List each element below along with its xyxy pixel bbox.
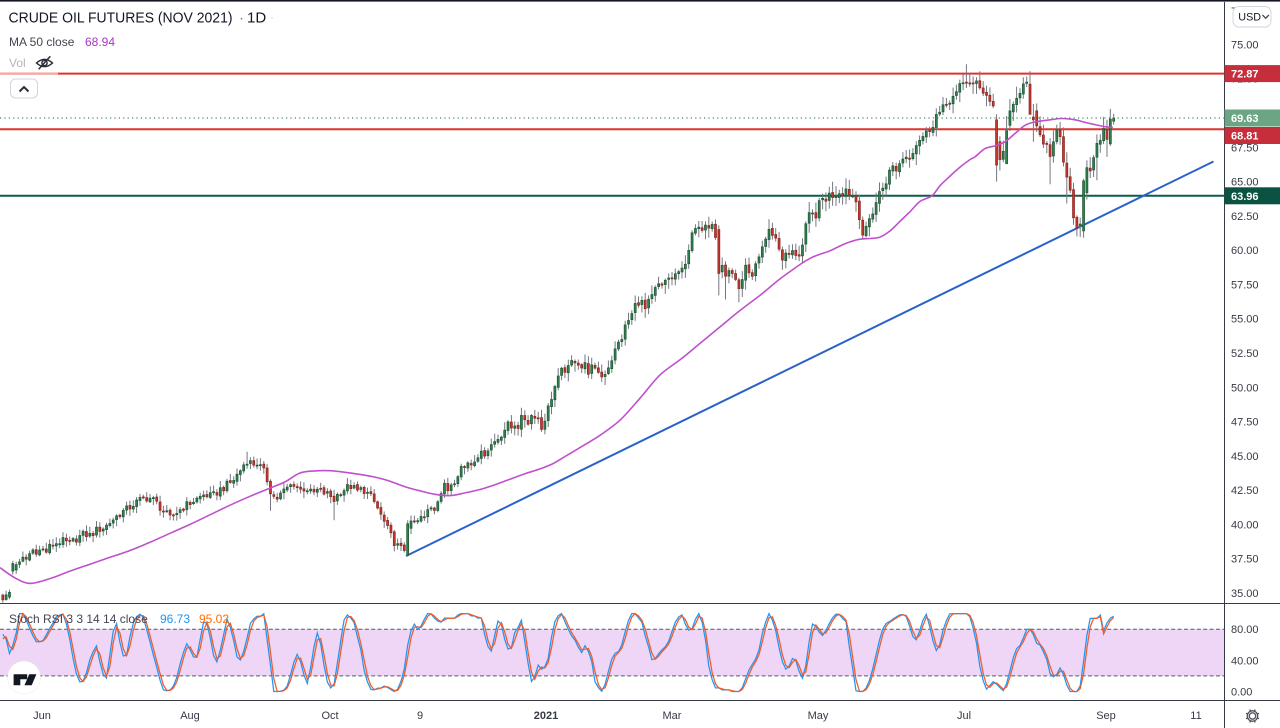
svg-text:0.00: 0.00 — [1231, 687, 1252, 699]
svg-text:42.50: 42.50 — [1231, 485, 1259, 497]
svg-text:Jun: Jun — [33, 710, 51, 722]
svg-text:62.50: 62.50 — [1231, 211, 1259, 223]
svg-text:USD: USD — [1238, 11, 1261, 23]
svg-text:45.00: 45.00 — [1231, 451, 1259, 463]
svg-text:40.00: 40.00 — [1231, 519, 1259, 531]
svg-text:68.94: 68.94 — [85, 35, 115, 49]
svg-text:Aug: Aug — [180, 710, 200, 722]
svg-text:96.73: 96.73 — [160, 612, 190, 626]
svg-text:Sep: Sep — [1096, 710, 1116, 722]
svg-text:MA 50 close: MA 50 close — [9, 35, 75, 49]
svg-text:·: · — [270, 10, 274, 24]
svg-text:Vol: Vol — [9, 56, 26, 70]
svg-text:75.00: 75.00 — [1231, 39, 1259, 51]
svg-text:9: 9 — [417, 710, 423, 722]
svg-text:52.50: 52.50 — [1231, 348, 1259, 360]
svg-text:35.00: 35.00 — [1231, 588, 1259, 600]
svg-text:65.00: 65.00 — [1231, 177, 1259, 189]
svg-text:50.00: 50.00 — [1231, 382, 1259, 394]
svg-text:40.00: 40.00 — [1231, 655, 1259, 667]
svg-text:Mar: Mar — [663, 710, 682, 722]
svg-text:80.00: 80.00 — [1231, 624, 1259, 636]
svg-text:57.50: 57.50 — [1231, 279, 1259, 291]
svg-text:72.87: 72.87 — [1231, 69, 1259, 81]
svg-text:CRUDE OIL FUTURES (NOV 2021): CRUDE OIL FUTURES (NOV 2021) — [9, 10, 233, 27]
svg-text:95.02: 95.02 — [199, 612, 229, 626]
svg-text:69.63: 69.63 — [1231, 113, 1259, 125]
svg-text:Oct: Oct — [321, 710, 338, 722]
svg-text:Stoch RSI 3 3 14 14 close: Stoch RSI 3 3 14 14 close — [9, 612, 148, 626]
svg-text:67.50: 67.50 — [1231, 142, 1259, 154]
svg-text:·: · — [239, 10, 244, 27]
svg-text:May: May — [808, 710, 829, 722]
svg-text:63.96: 63.96 — [1231, 191, 1259, 203]
svg-text:Jul: Jul — [957, 710, 971, 722]
svg-text:1D: 1D — [247, 10, 266, 27]
svg-text:55.00: 55.00 — [1231, 314, 1259, 326]
svg-text:60.00: 60.00 — [1231, 245, 1259, 257]
svg-text:37.50: 37.50 — [1231, 554, 1259, 566]
svg-text:68.81: 68.81 — [1231, 131, 1259, 143]
svg-text:47.50: 47.50 — [1231, 417, 1259, 429]
svg-text:11: 11 — [1190, 710, 1201, 722]
svg-text:2021: 2021 — [534, 710, 558, 722]
